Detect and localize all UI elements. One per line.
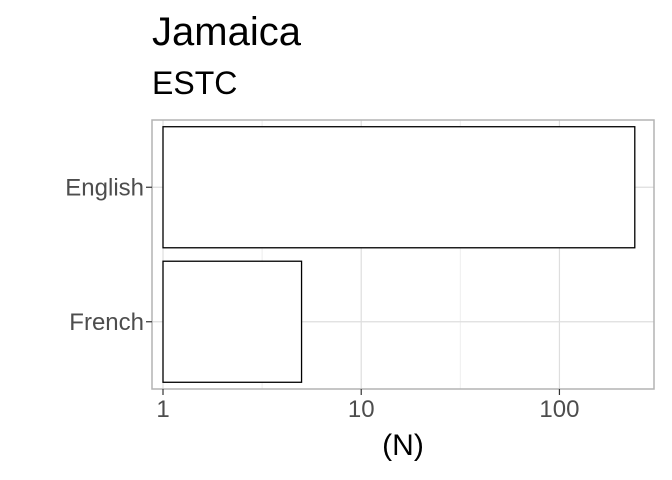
y-axis: English French bbox=[65, 174, 152, 336]
bar-english bbox=[162, 126, 636, 249]
bar-french bbox=[162, 260, 303, 383]
panel-border bbox=[151, 119, 655, 390]
bars bbox=[162, 126, 636, 383]
x-tick-label: 10 bbox=[348, 396, 375, 423]
chart-title: Jamaica bbox=[152, 10, 301, 54]
y-tick-label-english: English bbox=[65, 174, 144, 201]
x-tick-label: 1 bbox=[156, 396, 169, 423]
x-axis: 1 10 100 bbox=[156, 389, 579, 423]
x-axis-title: (N) bbox=[382, 429, 424, 462]
chart-subtitle: ESTC bbox=[152, 65, 238, 101]
y-tick-label-french: French bbox=[69, 309, 144, 336]
x-tick-label: 100 bbox=[539, 396, 579, 423]
